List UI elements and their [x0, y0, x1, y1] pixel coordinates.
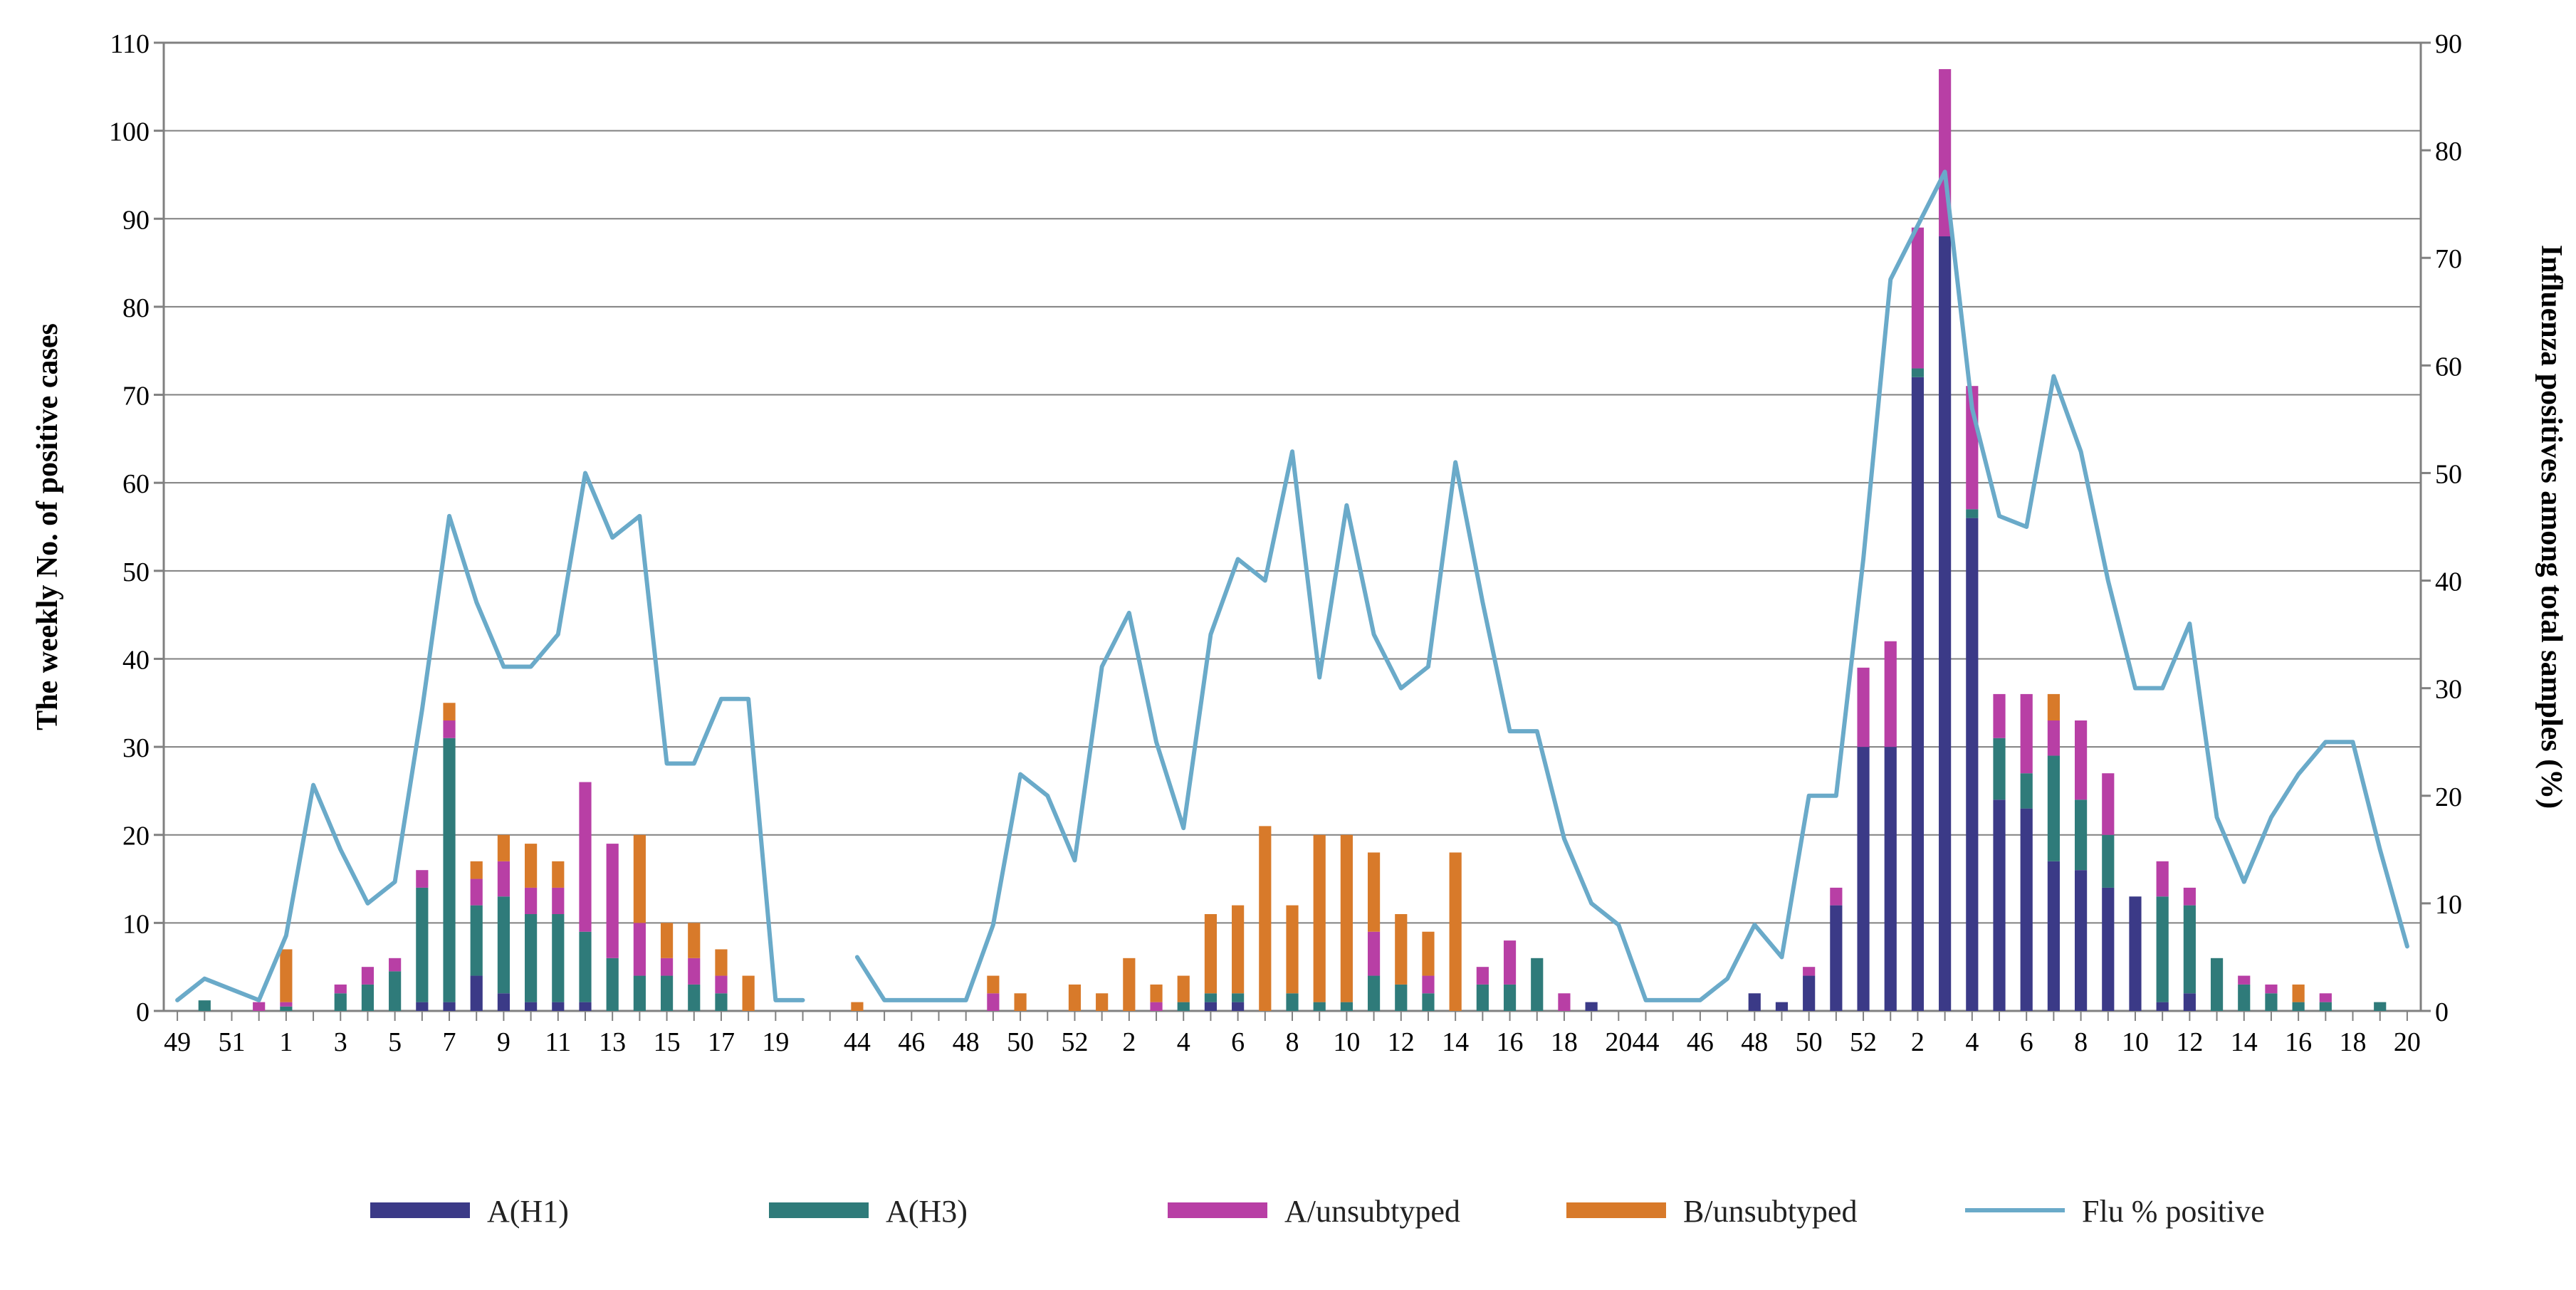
svg-text:48: 48	[1741, 1027, 1768, 1057]
svg-text:80: 80	[122, 293, 150, 323]
svg-text:20: 20	[1605, 1027, 1632, 1057]
svg-text:48: 48	[953, 1027, 980, 1057]
svg-text:2: 2	[1122, 1027, 1136, 1057]
svg-text:50: 50	[2435, 459, 2462, 489]
svg-text:4: 4	[1177, 1027, 1190, 1057]
svg-text:40: 40	[122, 645, 150, 675]
svg-text:50: 50	[1007, 1027, 1034, 1057]
svg-text:51: 51	[218, 1027, 245, 1057]
svg-text:18: 18	[2340, 1027, 2367, 1057]
svg-text:12: 12	[2176, 1027, 2203, 1057]
svg-text:0: 0	[136, 997, 150, 1027]
svg-text:14: 14	[2231, 1027, 2258, 1057]
svg-text:60: 60	[122, 469, 150, 499]
svg-text:100: 100	[109, 117, 150, 147]
svg-text:18: 18	[1551, 1027, 1578, 1057]
svg-text:90: 90	[122, 205, 150, 235]
svg-text:12: 12	[1388, 1027, 1415, 1057]
svg-text:6: 6	[1231, 1027, 1245, 1057]
svg-text:110: 110	[110, 29, 150, 59]
svg-text:30: 30	[122, 733, 150, 763]
svg-text:3: 3	[334, 1027, 347, 1057]
svg-text:60: 60	[2435, 352, 2462, 382]
svg-text:44: 44	[1633, 1027, 1660, 1057]
svg-text:50: 50	[122, 557, 150, 587]
svg-text:Influenza positives among tota: Influenza positives among total samples …	[2535, 245, 2567, 809]
svg-text:5: 5	[388, 1027, 402, 1057]
svg-text:6: 6	[2020, 1027, 2033, 1057]
svg-text:20: 20	[2394, 1027, 2421, 1057]
svg-text:46: 46	[898, 1027, 925, 1057]
svg-text:49: 49	[164, 1027, 191, 1057]
svg-text:52: 52	[1850, 1027, 1877, 1057]
svg-text:16: 16	[2285, 1027, 2312, 1057]
svg-text:70: 70	[122, 382, 150, 411]
svg-text:10: 10	[2122, 1027, 2149, 1057]
svg-text:90: 90	[2435, 29, 2462, 59]
svg-text:11: 11	[545, 1027, 571, 1057]
svg-text:4: 4	[1965, 1027, 1979, 1057]
svg-text:A(H1): A(H1)	[487, 1194, 569, 1229]
svg-text:10: 10	[2435, 890, 2462, 920]
svg-text:19: 19	[762, 1027, 789, 1057]
svg-text:7: 7	[443, 1027, 456, 1057]
svg-text:15: 15	[654, 1027, 681, 1057]
svg-text:16: 16	[1497, 1027, 1524, 1057]
svg-text:44: 44	[844, 1027, 871, 1057]
chart-svg: 0102030405060708090100110010203040506070…	[0, 0, 2576, 1290]
svg-text:2: 2	[1911, 1027, 1925, 1057]
pct-positive-line	[177, 172, 2407, 1000]
svg-text:8: 8	[1286, 1027, 1299, 1057]
svg-text:14: 14	[1442, 1027, 1469, 1057]
svg-text:The weekly No. of positive cas: The weekly No. of positive cases	[31, 323, 64, 730]
svg-text:20: 20	[122, 822, 150, 851]
svg-text:40: 40	[2435, 567, 2462, 597]
svg-text:80: 80	[2435, 137, 2462, 167]
svg-text:10: 10	[1333, 1027, 1360, 1057]
svg-text:17: 17	[708, 1027, 735, 1057]
svg-text:A/unsubtyped: A/unsubtyped	[1284, 1194, 1460, 1229]
svg-text:52: 52	[1061, 1027, 1088, 1057]
influenza-chart: 0102030405060708090100110010203040506070…	[0, 0, 2576, 1290]
svg-text:13: 13	[599, 1027, 626, 1057]
svg-text:1: 1	[279, 1027, 293, 1057]
svg-text:Flu % positive: Flu % positive	[2082, 1194, 2265, 1229]
svg-text:20: 20	[2435, 782, 2462, 812]
svg-text:B/unsubtyped: B/unsubtyped	[1683, 1194, 1857, 1229]
svg-text:A(H3): A(H3)	[886, 1194, 968, 1229]
svg-text:50: 50	[1796, 1027, 1823, 1057]
svg-text:70: 70	[2435, 244, 2462, 274]
svg-text:46: 46	[1687, 1027, 1714, 1057]
svg-text:8: 8	[2074, 1027, 2088, 1057]
svg-text:30: 30	[2435, 675, 2462, 705]
svg-text:10: 10	[122, 909, 150, 939]
svg-text:9: 9	[497, 1027, 511, 1057]
bars	[199, 69, 2387, 1011]
svg-text:0: 0	[2435, 997, 2449, 1027]
